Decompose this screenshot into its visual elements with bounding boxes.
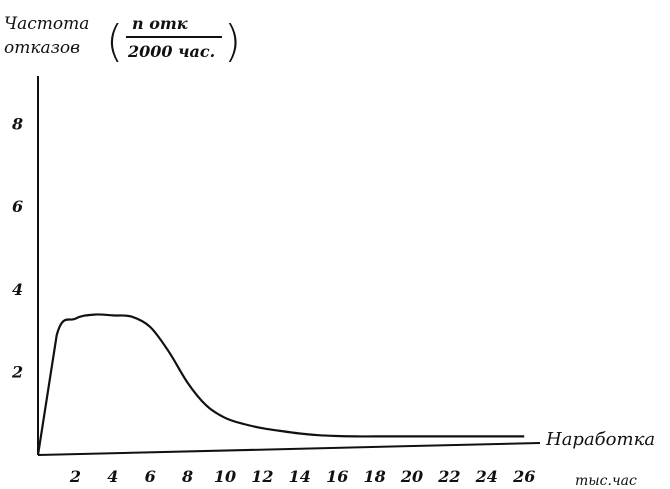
unit-open-paren: ( — [106, 16, 123, 67]
x-axis-unit: тыс.час — [575, 473, 637, 489]
x-tick-label: 22 — [437, 467, 460, 486]
x-tick-label: 24 — [475, 467, 498, 486]
y-unit-numerator: n отк — [132, 14, 188, 33]
x-tick-label: 8 — [181, 467, 193, 486]
x-tick-label: 4 — [107, 467, 118, 486]
y-axis-label-line-1: Частота — [4, 14, 89, 34]
x-axis — [37, 442, 541, 456]
x-tick-label: 18 — [363, 467, 385, 486]
x-tick-label: 16 — [326, 467, 348, 486]
x-tick-label: 2 — [69, 467, 81, 486]
unit-close-paren: ) — [224, 16, 241, 67]
x-tick-label: 12 — [251, 467, 273, 486]
x-axis-label: Наработка — [545, 429, 655, 450]
x-tick-label: 6 — [145, 467, 156, 486]
x-tick-label: 14 — [289, 467, 311, 486]
y-tick-label: 2 — [11, 362, 23, 381]
x-tick-label: 10 — [214, 467, 236, 486]
y-unit-denominator: 2000 час. — [127, 42, 215, 61]
series-group — [36, 313, 525, 456]
y-tick-label: 6 — [12, 197, 23, 216]
x-tick-label: 20 — [400, 467, 423, 486]
y-tick-label: 4 — [12, 280, 23, 299]
failure-rate-curve — [36, 313, 525, 456]
x-tick-label: 26 — [512, 467, 535, 486]
y-axis-label-line-2: отказов — [4, 38, 80, 58]
y-tick-labels: 2 4 6 8 — [11, 115, 23, 382]
x-tick-labels: 2 4 6 8 10 12 14 16 18 20 22 24 26 — [69, 467, 536, 486]
y-tick-label: 8 — [11, 115, 23, 134]
